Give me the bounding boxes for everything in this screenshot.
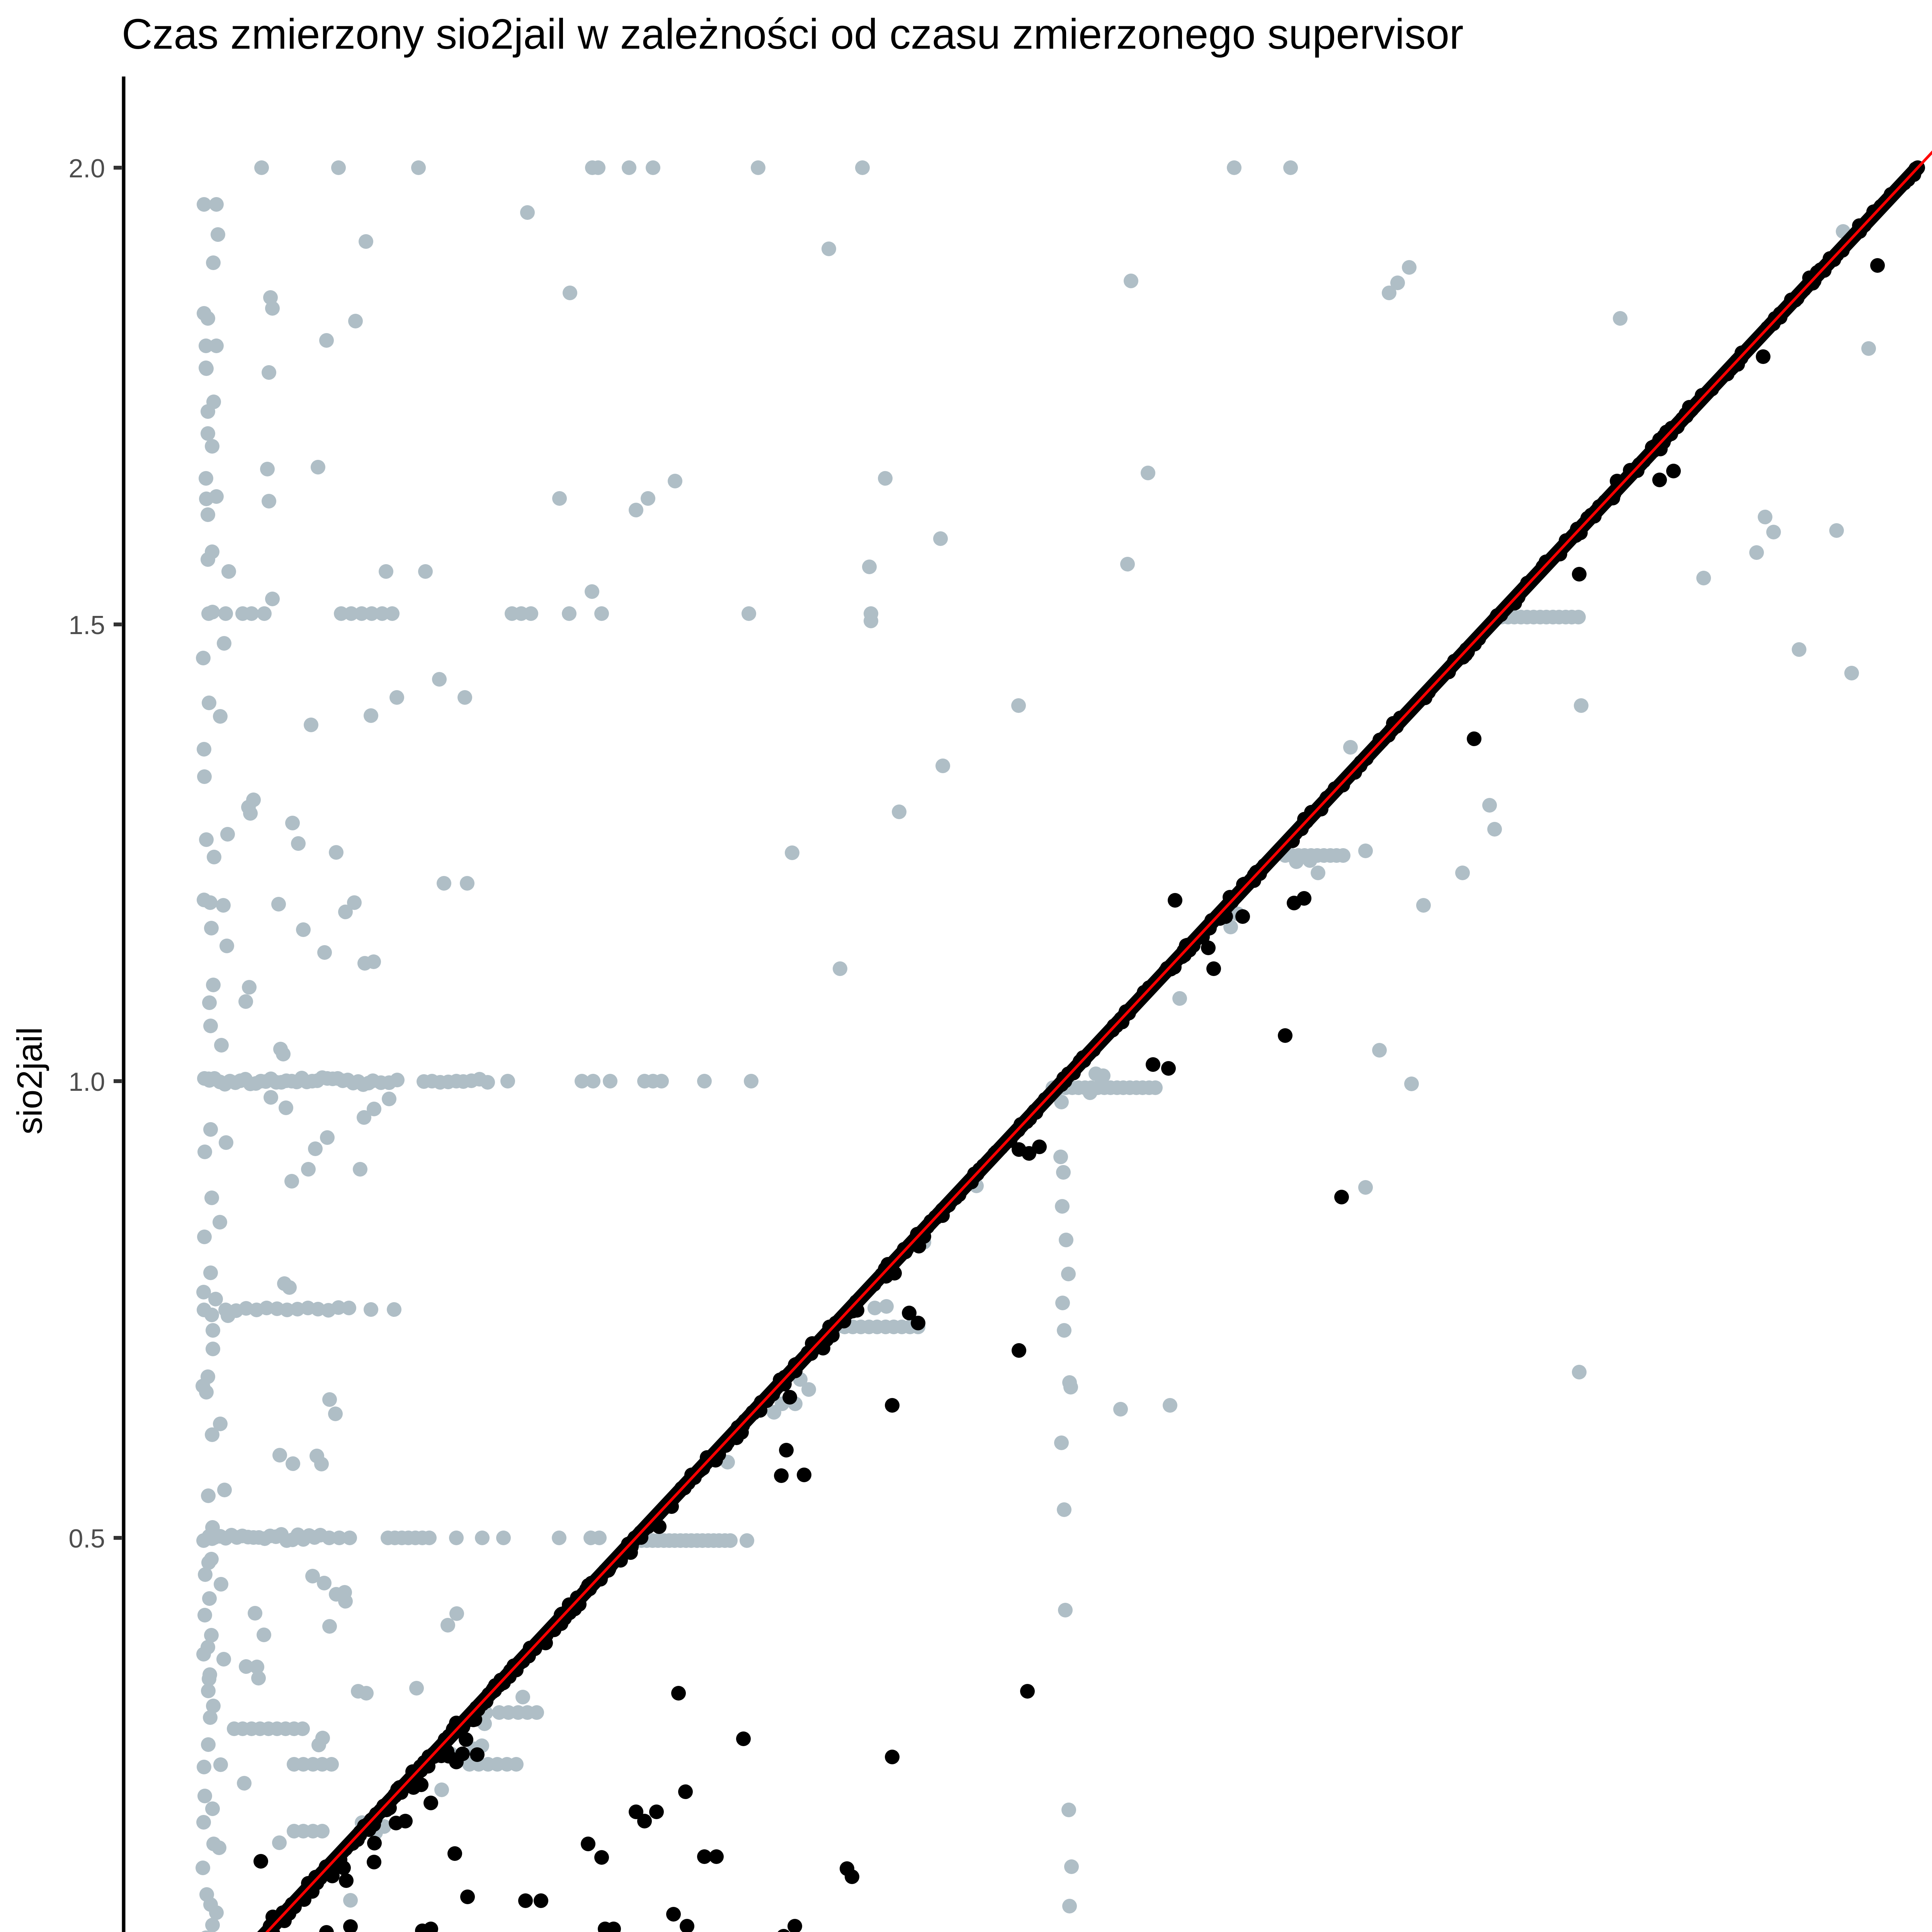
svg-text:2.0: 2.0 <box>68 154 105 183</box>
svg-text:Czas zmierzony sio2jail w zale: Czas zmierzony sio2jail w zależności od … <box>122 10 1464 58</box>
svg-text:1.5: 1.5 <box>68 611 105 640</box>
svg-text:1.0: 1.0 <box>68 1067 105 1097</box>
svg-text:0.5: 0.5 <box>68 1524 105 1553</box>
svg-text:sio2jail: sio2jail <box>10 1027 49 1134</box>
